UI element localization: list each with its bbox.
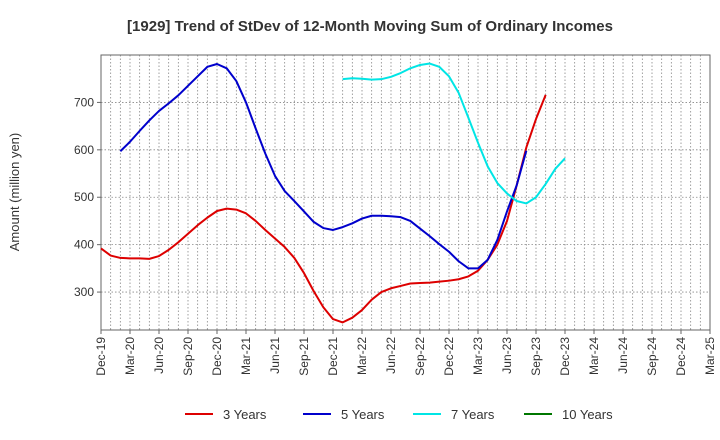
y-axis-ticks: 300 400 500 600 700	[74, 95, 101, 299]
x-tick-label: Dec-19	[94, 337, 108, 376]
x-tick-label: Mar-21	[239, 337, 253, 375]
y-tick-label: 400	[74, 238, 94, 252]
y-tick-label: 300	[74, 285, 94, 299]
x-tick-label: Mar-22	[355, 337, 369, 375]
x-tick-label: Jun-21	[268, 337, 282, 374]
x-tick-label: Dec-20	[210, 337, 224, 376]
x-tick-label: Sep-20	[181, 337, 195, 376]
y-axis-label: Amount (million yen)	[7, 133, 22, 252]
x-tick-label: Mar-24	[587, 337, 601, 375]
plot-area	[100, 54, 711, 331]
x-tick-label: Sep-23	[529, 337, 543, 376]
x-tick-label: Mar-20	[123, 337, 137, 375]
series-line-3	[342, 62, 566, 205]
x-tick-label: Dec-22	[442, 337, 456, 376]
series-line-2	[119, 63, 528, 270]
legend-label: 3 Years	[223, 407, 267, 422]
series-line-1	[100, 94, 547, 324]
x-tick-label: Dec-21	[326, 337, 340, 376]
x-tick-label: Sep-24	[645, 337, 659, 376]
chart-title: [1929] Trend of StDev of 12-Month Moving…	[127, 18, 613, 35]
x-axis-ticks: Dec-19 Mar-20 Jun-20 Sep-20 Dec-20 Mar-21 Jun-…	[94, 330, 717, 376]
x-tick-label: Sep-22	[413, 337, 427, 376]
x-tick-label: Dec-24	[674, 337, 688, 376]
x-tick-label: Sep-21	[297, 337, 311, 376]
legend-label: 10 Years	[562, 407, 613, 422]
x-tick-label: Jun-20	[152, 337, 166, 374]
x-tick-label: Jun-22	[384, 337, 398, 374]
grid	[101, 55, 710, 330]
x-tick-label: Mar-23	[471, 337, 485, 375]
y-tick-label: 500	[74, 190, 94, 204]
series-lines	[100, 62, 566, 324]
legend: 3 Years 5 Years 7 Years 10 Years	[185, 407, 613, 422]
y-tick-label: 600	[74, 143, 94, 157]
x-tick-label: Jun-23	[500, 337, 514, 374]
x-tick-label: Mar-25	[703, 337, 717, 375]
legend-label: 7 Years	[451, 407, 495, 422]
x-tick-label: Jun-24	[616, 337, 630, 374]
legend-label: 5 Years	[341, 407, 385, 422]
x-tick-label: Dec-23	[558, 337, 572, 376]
y-tick-label: 700	[74, 95, 94, 109]
